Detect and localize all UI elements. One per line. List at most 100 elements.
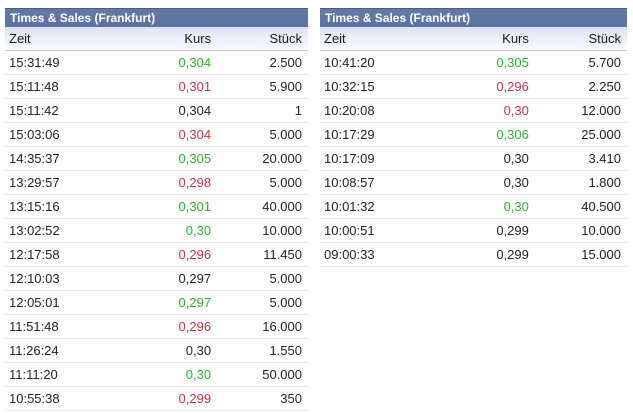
cell-stueck: 3.410 [534, 146, 627, 171]
cell-stueck: 2.500 [217, 50, 308, 75]
cell-zeit: 11:11:20 [5, 362, 133, 387]
cell-stueck: 5.900 [217, 74, 308, 99]
cell-zeit: 15:03:06 [5, 122, 133, 147]
table-row: 12:17:58 0,296 11.450 [5, 242, 308, 267]
table-row: 10:17:29 0,306 25.000 [320, 122, 627, 147]
cell-zeit: 10:00:51 [320, 218, 449, 243]
table-row: 12:05:01 0,297 5.000 [5, 290, 308, 315]
cell-stueck: 2.250 [534, 74, 627, 99]
table-row: 13:02:52 0,30 10.000 [5, 218, 308, 243]
panel-title: Times & Sales (Frankfurt) [10, 11, 156, 25]
cell-kurs: 0,301 [132, 194, 218, 219]
cell-zeit: 10:55:38 [5, 386, 133, 411]
column-header-kurs: Kurs [132, 27, 218, 51]
cell-kurs: 0,299 [132, 386, 218, 411]
table-row: 10:08:57 0,30 1.800 [320, 170, 627, 195]
cell-stueck: 16.000 [217, 314, 308, 339]
cell-zeit: 10:41:20 [320, 50, 449, 75]
cell-kurs: 0,30 [132, 338, 218, 363]
cell-zeit: 10:17:09 [320, 146, 449, 171]
column-header-zeit: Zeit [5, 27, 133, 51]
table-row: 10:20:08 0,30 12.000 [320, 98, 627, 123]
table-row: 11:26:24 0,30 1.550 [5, 338, 308, 363]
column-header-kurs: Kurs [448, 27, 535, 51]
panel-title-bar: Times & Sales (Frankfurt) [5, 8, 308, 27]
table-row: 13:15:16 0,301 40.000 [5, 194, 308, 219]
table-row: 12:10:03 0,297 5.000 [5, 266, 308, 291]
table-row: 11:11:20 0,30 50.000 [5, 362, 308, 387]
cell-kurs: 0,304 [132, 122, 218, 147]
cell-zeit: 15:31:49 [5, 50, 133, 75]
cell-kurs: 0,30 [132, 218, 218, 243]
cell-kurs: 0,30 [448, 170, 535, 195]
table-row: 10:41:20 0,305 5.700 [320, 50, 627, 75]
table-row: 09:00:33 0,299 15.000 [320, 242, 627, 267]
cell-kurs: 0,296 [132, 314, 218, 339]
cell-stueck: 1.550 [217, 338, 308, 363]
cell-zeit: 12:17:58 [5, 242, 133, 267]
cell-kurs: 0,296 [132, 242, 218, 267]
cell-zeit: 12:10:03 [5, 266, 133, 291]
times-sales-table: Zeit Kurs Stück 10:41:20 0,305 5.700 10:32:… [320, 27, 627, 267]
cell-zeit: 10:08:57 [320, 170, 449, 195]
cell-kurs: 0,298 [132, 170, 218, 195]
cell-stueck: 1.800 [534, 170, 627, 195]
table-row: 11:51:48 0,296 16.000 [5, 314, 308, 339]
table-row: 14:35:37 0,305 20.000 [5, 146, 308, 171]
column-header-row: Zeit Kurs Stück [320, 27, 627, 51]
cell-kurs: 0,299 [448, 242, 535, 267]
cell-stueck: 10.000 [534, 218, 627, 243]
column-header-stueck: Stück [534, 27, 627, 51]
cell-kurs: 0,30 [448, 194, 535, 219]
cell-zeit: 10:20:08 [320, 98, 449, 123]
cell-zeit: 12:05:01 [5, 290, 133, 315]
cell-kurs: 0,299 [448, 218, 535, 243]
times-sales-panel-right: Times & Sales (Frankfurt) Zeit Kurs Stüc… [320, 8, 627, 267]
cell-stueck: 10.000 [217, 218, 308, 243]
table-row: 10:00:51 0,299 10.000 [320, 218, 627, 243]
table-row: 13:29:57 0,298 5.000 [5, 170, 308, 195]
cell-zeit: 15:11:48 [5, 74, 133, 99]
cell-stueck: 350 [217, 386, 308, 411]
table-row: 10:17:09 0,30 3.410 [320, 146, 627, 171]
cell-zeit: 13:02:52 [5, 218, 133, 243]
times-sales-table: Zeit Kurs Stück 15:31:49 0,304 2.500 15:11:… [5, 27, 308, 411]
cell-stueck: 5.700 [534, 50, 627, 75]
cell-stueck: 1 [217, 98, 308, 123]
table-row: 10:32:15 0,296 2.250 [320, 74, 627, 99]
cell-zeit: 13:15:16 [5, 194, 133, 219]
cell-stueck: 5.000 [217, 122, 308, 147]
cell-kurs: 0,305 [132, 146, 218, 171]
panel-title: Times & Sales (Frankfurt) [325, 11, 471, 25]
times-sales-panel-left: Times & Sales (Frankfurt) Zeit Kurs Stüc… [5, 8, 308, 411]
table-row: 15:31:49 0,304 2.500 [5, 50, 308, 75]
table-row: 15:11:48 0,301 5.900 [5, 74, 308, 99]
cell-zeit: 11:26:24 [5, 338, 133, 363]
cell-kurs: 0,30 [448, 98, 535, 123]
cell-zeit: 11:51:48 [5, 314, 133, 339]
cell-kurs: 0,304 [132, 50, 218, 75]
cell-kurs: 0,297 [132, 290, 218, 315]
cell-zeit: 10:32:15 [320, 74, 449, 99]
cell-kurs: 0,296 [448, 74, 535, 99]
cell-kurs: 0,306 [448, 122, 535, 147]
cell-kurs: 0,301 [132, 74, 218, 99]
column-header-row: Zeit Kurs Stück [5, 27, 308, 51]
cell-kurs: 0,30 [132, 362, 218, 387]
cell-zeit: 13:29:57 [5, 170, 133, 195]
cell-kurs: 0,305 [448, 50, 535, 75]
cell-kurs: 0,30 [448, 146, 535, 171]
cell-stueck: 5.000 [217, 170, 308, 195]
cell-stueck: 40.000 [217, 194, 308, 219]
panel-title-bar: Times & Sales (Frankfurt) [320, 8, 627, 27]
cell-stueck: 5.000 [217, 266, 308, 291]
column-header-stueck: Stück [217, 27, 308, 51]
cell-stueck: 20.000 [217, 146, 308, 171]
table-row: 15:03:06 0,304 5.000 [5, 122, 308, 147]
table-row: 10:01:32 0,30 40.500 [320, 194, 627, 219]
cell-zeit: 10:01:32 [320, 194, 449, 219]
cell-stueck: 5.000 [217, 290, 308, 315]
cell-zeit: 10:17:29 [320, 122, 449, 147]
cell-stueck: 15.000 [534, 242, 627, 267]
table-row: 10:55:38 0,299 350 [5, 386, 308, 411]
